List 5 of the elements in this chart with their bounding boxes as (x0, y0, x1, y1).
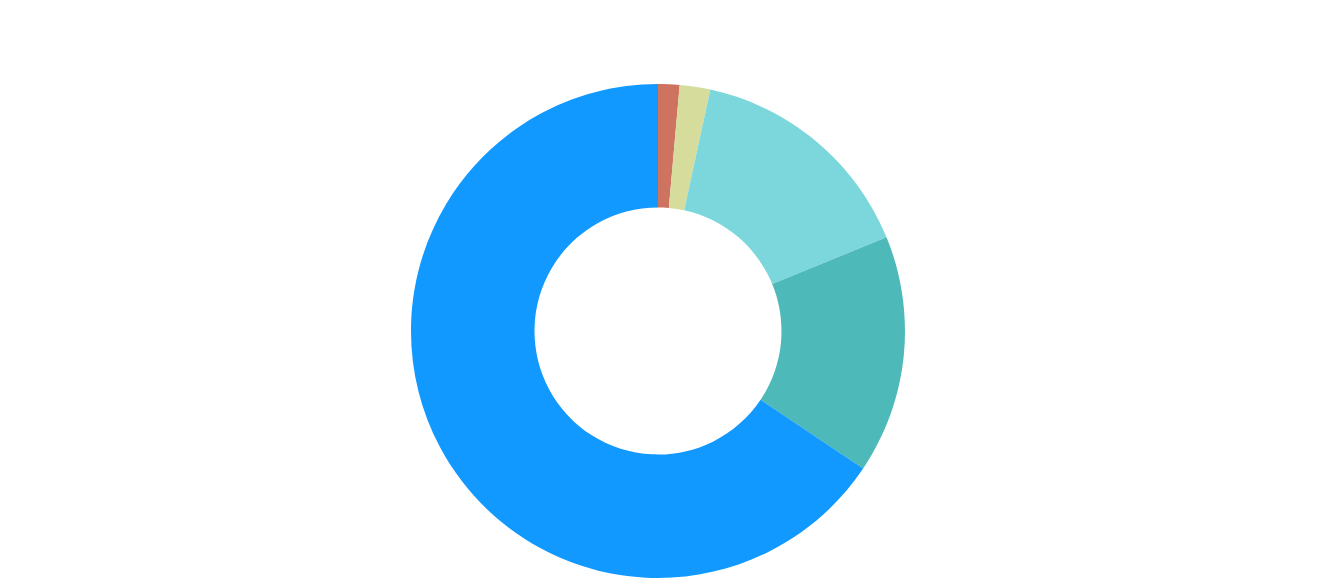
donut-slice (411, 84, 864, 578)
donut-slice (760, 237, 905, 469)
donut-slice (668, 84, 711, 211)
donut-slice (658, 84, 680, 208)
donut-slice (684, 89, 887, 285)
